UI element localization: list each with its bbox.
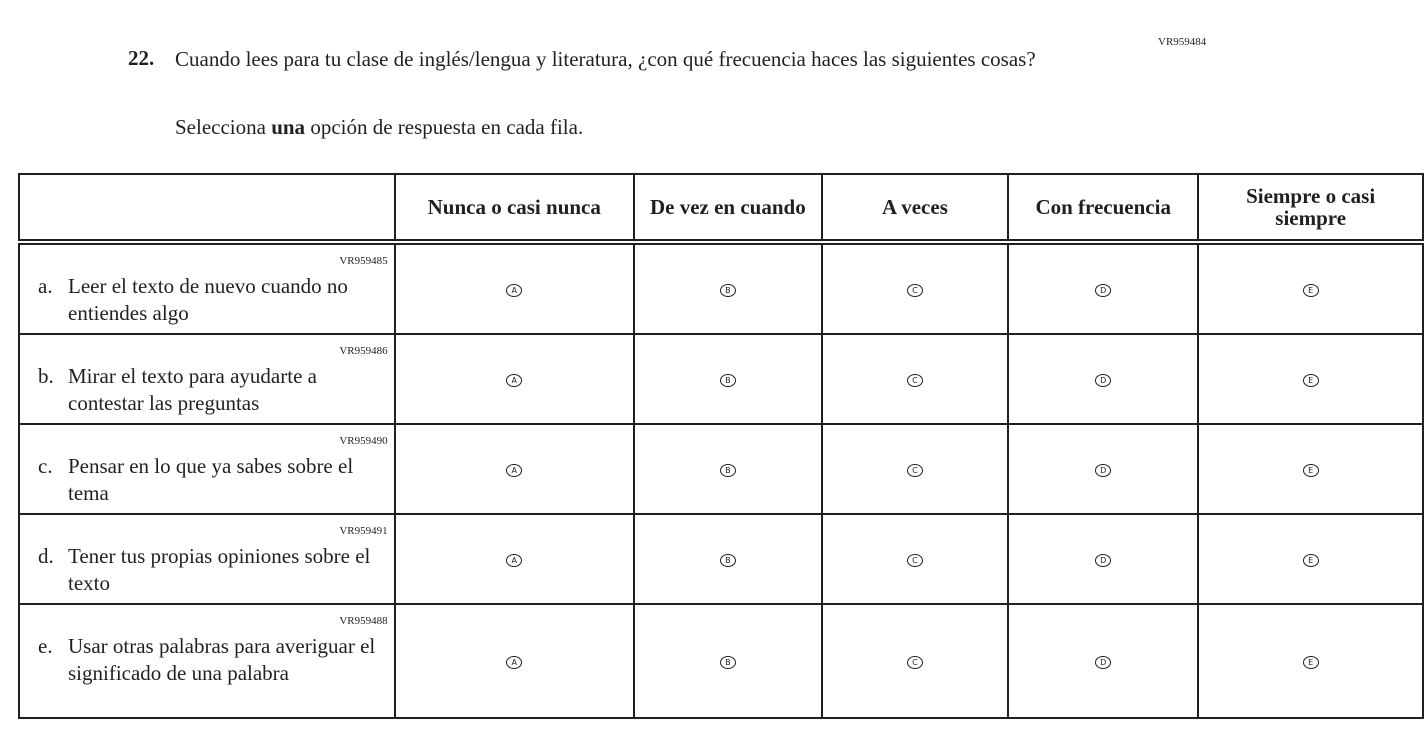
option-cell: A — [393, 333, 635, 425]
table-row: VR959485 a. Leer el texto de nuevo cuand… — [18, 241, 1424, 335]
row-text: Leer el texto de nuevo cuando no entiend… — [68, 274, 348, 325]
answer-bubble-a[interactable]: A — [506, 284, 523, 297]
table-row: VR959491 d. Tener tus propias opiniones … — [18, 513, 1424, 605]
answer-bubble-c[interactable]: C — [906, 284, 923, 297]
answer-bubble-d[interactable]: D — [1095, 374, 1112, 387]
answer-bubble-a[interactable]: A — [506, 464, 523, 477]
option-cell: B — [632, 333, 823, 425]
row-label: VR959488 e. Usar otras palabras para ave… — [18, 603, 396, 719]
answer-bubble-e[interactable]: E — [1302, 464, 1319, 477]
answer-bubble-a[interactable]: A — [506, 554, 523, 567]
row-id: VR959488 — [339, 615, 388, 627]
option-cell: A — [393, 423, 635, 515]
row-label: VR959491 d. Tener tus propias opiniones … — [18, 513, 396, 605]
option-cell: A — [393, 603, 635, 719]
instruction-emphasis: una — [271, 115, 306, 139]
column-header: Con frecuencia — [1007, 173, 1200, 243]
instruction: Selecciona una opción de respuesta en ca… — [175, 115, 583, 140]
option-cell: E — [1197, 513, 1424, 605]
answer-bubble-a[interactable]: A — [506, 656, 523, 669]
option-cell: E — [1197, 241, 1424, 335]
table-row: VR959490 c. Pensar en lo que ya sabes so… — [18, 423, 1424, 515]
row-text: Pensar en lo que ya sabes sobre el tema — [68, 454, 354, 505]
answer-bubble-b[interactable]: B — [719, 374, 736, 387]
answer-bubble-c[interactable]: C — [906, 554, 923, 567]
answer-bubble-d[interactable]: D — [1095, 656, 1112, 669]
option-cell: A — [393, 513, 635, 605]
option-cell: E — [1197, 333, 1424, 425]
instruction-text: opción de respuesta en cada fila. — [305, 115, 584, 139]
instruction-text: Selecciona — [175, 115, 272, 139]
answer-bubble-e[interactable]: E — [1302, 554, 1319, 567]
option-cell: B — [632, 241, 823, 335]
option-cell: D — [1007, 241, 1200, 335]
row-letter: c. — [38, 454, 53, 478]
option-cell: C — [820, 423, 1010, 515]
header-row: Nunca o casi nunca De vez en cuando A ve… — [18, 173, 1424, 243]
row-letter: b. — [38, 364, 54, 388]
column-header: A veces — [820, 173, 1010, 243]
option-cell: C — [820, 333, 1010, 425]
answer-bubble-b[interactable]: B — [719, 656, 736, 669]
option-cell: C — [820, 513, 1010, 605]
row-text: Tener tus propias opiniones sobre el tex… — [68, 544, 371, 595]
answer-bubble-b[interactable]: B — [719, 464, 736, 477]
option-cell: B — [632, 423, 823, 515]
header-blank — [18, 173, 396, 243]
question-id: VR959484 — [1158, 36, 1207, 48]
option-cell: C — [820, 603, 1010, 719]
column-header: Siempre o casi siempre — [1197, 173, 1424, 243]
row-label: VR959490 c. Pensar en lo que ya sabes so… — [18, 423, 396, 515]
row-id: VR959491 — [339, 525, 388, 537]
response-grid: Nunca o casi nunca De vez en cuando A ve… — [18, 173, 1424, 719]
option-cell: E — [1197, 603, 1424, 719]
option-cell: D — [1007, 603, 1200, 719]
option-cell: B — [632, 603, 823, 719]
answer-bubble-e[interactable]: E — [1302, 284, 1319, 297]
answer-bubble-c[interactable]: C — [906, 374, 923, 387]
option-cell: A — [393, 241, 635, 335]
table-row: VR959486 b. Mirar el texto para ayudarte… — [18, 333, 1424, 425]
question-number: 22. — [128, 46, 155, 70]
row-text: Mirar el texto para ayudarte a contestar… — [68, 364, 317, 415]
row-label: VR959485 a. Leer el texto de nuevo cuand… — [18, 241, 396, 335]
answer-bubble-d[interactable]: D — [1095, 284, 1112, 297]
answer-bubble-e[interactable]: E — [1302, 656, 1319, 669]
row-label: VR959486 b. Mirar el texto para ayudarte… — [18, 333, 396, 425]
row-id: VR959490 — [339, 435, 388, 447]
answer-bubble-e[interactable]: E — [1302, 374, 1319, 387]
row-id: VR959486 — [339, 345, 388, 357]
option-cell: D — [1007, 423, 1200, 515]
option-cell: D — [1007, 333, 1200, 425]
option-cell: E — [1197, 423, 1424, 515]
answer-bubble-c[interactable]: C — [906, 656, 923, 669]
answer-bubble-d[interactable]: D — [1095, 554, 1112, 567]
column-header: De vez en cuando — [632, 173, 823, 243]
row-id: VR959485 — [339, 255, 388, 267]
answer-bubble-d[interactable]: D — [1095, 464, 1112, 477]
row-letter: d. — [38, 544, 54, 568]
answer-bubble-a[interactable]: A — [506, 374, 523, 387]
option-cell: B — [632, 513, 823, 605]
answer-bubble-b[interactable]: B — [719, 284, 736, 297]
row-letter: a. — [38, 274, 53, 298]
answer-bubble-b[interactable]: B — [719, 554, 736, 567]
option-cell: D — [1007, 513, 1200, 605]
column-header: Nunca o casi nunca — [393, 173, 635, 243]
table-row: VR959488 e. Usar otras palabras para ave… — [18, 603, 1424, 719]
option-cell: C — [820, 241, 1010, 335]
answer-bubble-c[interactable]: C — [906, 464, 923, 477]
question-text: Cuando lees para tu clase de inglés/leng… — [175, 47, 1036, 71]
row-letter: e. — [38, 634, 53, 658]
row-text: Usar otras palabras para averiguar el si… — [68, 634, 376, 685]
